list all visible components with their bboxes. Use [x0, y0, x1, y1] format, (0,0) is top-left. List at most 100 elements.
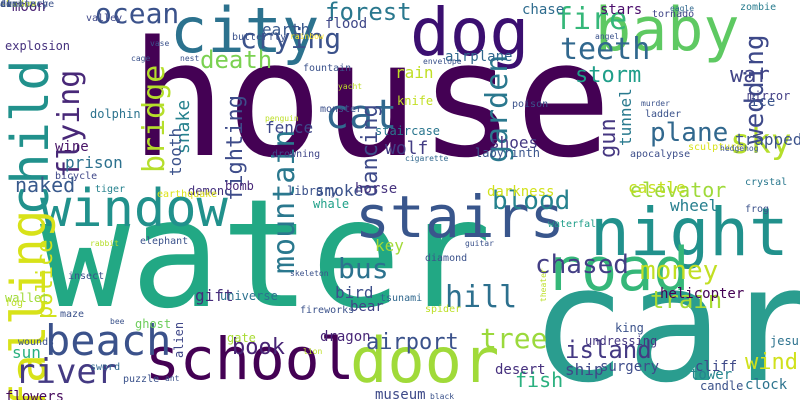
word: rabbit	[90, 239, 119, 248]
word: valley	[86, 13, 123, 24]
word: key	[375, 236, 404, 255]
word: teeth	[560, 32, 651, 67]
word: plane	[650, 118, 729, 148]
word: explosion	[5, 39, 71, 53]
word: helicopter	[660, 286, 745, 302]
word: school	[145, 325, 355, 393]
word: ai	[0, 0, 13, 10]
word: flood	[325, 16, 368, 32]
word: bird	[335, 283, 374, 302]
word: zombie	[740, 2, 777, 13]
word: gate	[227, 331, 256, 345]
word: universe	[220, 289, 278, 303]
word: ice	[750, 94, 776, 110]
word: house	[130, 6, 612, 193]
word: island	[565, 336, 652, 364]
word: insect	[68, 271, 105, 282]
word: rain	[395, 63, 434, 82]
word: crystal	[745, 177, 788, 188]
word: fish	[515, 368, 564, 392]
word: flowers	[5, 389, 65, 400]
word: river	[15, 352, 118, 392]
word: cage	[131, 54, 151, 63]
word: envelope	[423, 57, 462, 66]
word: fireworks	[300, 305, 355, 316]
word: road	[545, 235, 690, 305]
word: shoes	[490, 133, 539, 152]
word: eagle	[670, 4, 695, 13]
word: sky	[730, 122, 792, 162]
word: bear	[350, 299, 384, 315]
word: maze	[60, 309, 85, 320]
word: fence	[265, 118, 314, 137]
word: baby	[595, 0, 740, 65]
word: hill	[445, 280, 518, 315]
word: horse	[355, 181, 398, 197]
word: tunnel	[616, 87, 635, 146]
word: candle	[700, 379, 744, 393]
word: jesus	[770, 334, 800, 348]
word: wounds	[18, 337, 55, 348]
word: butterfly	[232, 32, 287, 43]
word: forest	[325, 0, 412, 26]
word: wind	[745, 350, 798, 375]
word: demon	[188, 184, 225, 198]
word: wheel	[670, 196, 719, 215]
word: bee	[110, 317, 125, 326]
word: elephant	[140, 236, 189, 247]
word: water	[40, 168, 492, 342]
word: smoke	[315, 181, 364, 200]
word: shadow	[0, 0, 37, 10]
word: undressing	[585, 334, 658, 348]
word: yacht	[338, 82, 363, 91]
word: spider	[425, 304, 462, 315]
word: blood	[492, 186, 571, 216]
word: drum	[0, 0, 25, 10]
word: dragon	[320, 329, 371, 345]
word: cigarette	[405, 154, 449, 163]
word: police	[33, 239, 58, 320]
word: nest	[180, 54, 200, 63]
word: angel	[595, 32, 620, 41]
word: airplane	[445, 49, 513, 65]
word: earth	[262, 20, 311, 39]
word: guitar	[465, 239, 494, 248]
word: crying	[240, 22, 342, 55]
word: vase	[150, 39, 170, 48]
word: train	[650, 286, 723, 314]
word: book	[232, 335, 285, 360]
word: poison	[512, 99, 549, 110]
word: bus	[338, 252, 389, 285]
word: black	[430, 392, 455, 400]
word: trapped	[735, 130, 800, 149]
word: chase	[522, 2, 565, 18]
word: ladder	[645, 109, 682, 120]
word: cliff	[695, 359, 738, 375]
word: stairs	[355, 183, 565, 251]
word: desert	[495, 362, 546, 378]
word: alien	[172, 321, 186, 358]
word: dog	[410, 0, 530, 71]
word: tiger	[95, 184, 126, 195]
word: moon	[12, 0, 46, 15]
word: clock	[745, 377, 788, 393]
word: skeleton	[290, 269, 329, 278]
word: monster	[320, 104, 363, 115]
word: puzzle	[123, 374, 160, 385]
word: drowning	[272, 149, 321, 160]
word: fountain	[303, 63, 352, 74]
word: bomb	[225, 179, 254, 193]
word: night	[590, 194, 789, 271]
word: city	[170, 0, 320, 67]
word: bicycle	[55, 171, 98, 182]
word: tooth	[166, 127, 185, 176]
word: dolphin	[90, 107, 141, 121]
word: fog	[5, 298, 24, 309]
word: tree	[480, 322, 548, 355]
word: stars	[600, 2, 643, 18]
word: prison	[65, 153, 123, 172]
word: penguin	[265, 114, 299, 123]
word: staircase	[375, 124, 441, 138]
word: cat	[325, 92, 398, 138]
